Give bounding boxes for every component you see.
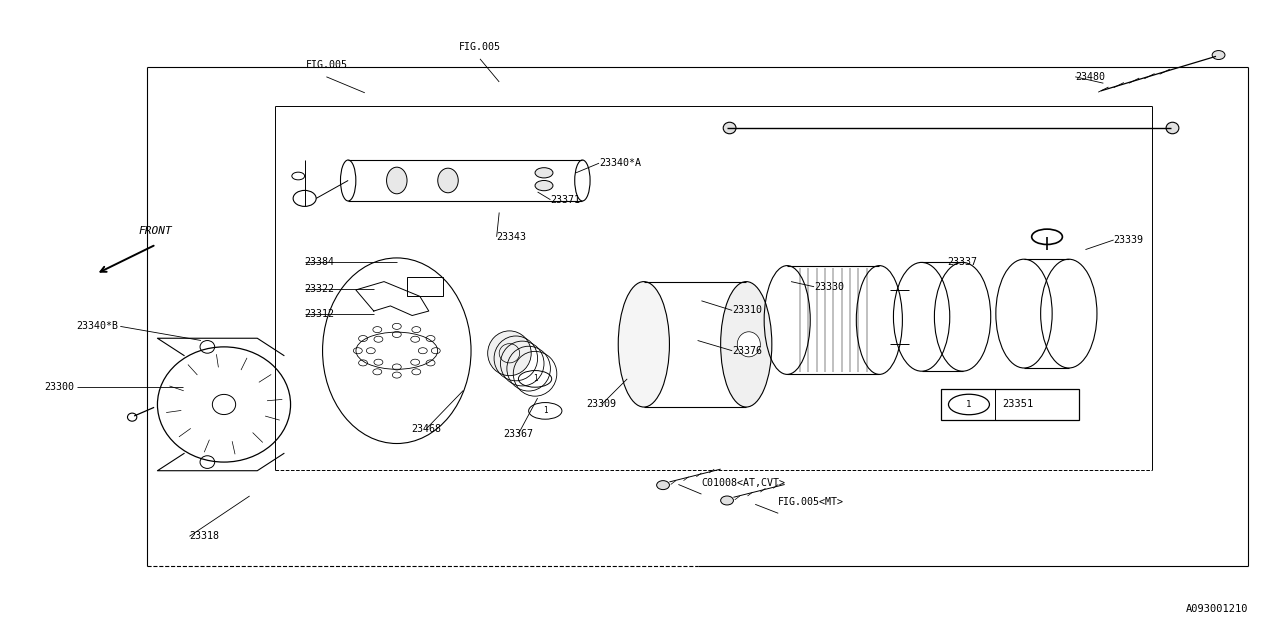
Ellipse shape <box>438 168 458 193</box>
Text: 23480: 23480 <box>1075 72 1105 82</box>
Text: 23384: 23384 <box>305 257 334 268</box>
Text: 1: 1 <box>543 406 548 415</box>
Ellipse shape <box>721 282 772 407</box>
Ellipse shape <box>1166 122 1179 134</box>
Text: 23339: 23339 <box>1114 235 1143 245</box>
Text: FIG.005<MT>: FIG.005<MT> <box>778 497 845 507</box>
Ellipse shape <box>723 122 736 134</box>
Text: C01008<AT,CVT>: C01008<AT,CVT> <box>701 477 786 488</box>
Text: 23351: 23351 <box>1002 399 1033 410</box>
Text: 23371: 23371 <box>550 195 580 205</box>
Text: 23340*A: 23340*A <box>599 158 641 168</box>
Text: 23309: 23309 <box>586 399 617 410</box>
Text: 23322: 23322 <box>305 284 334 294</box>
Ellipse shape <box>618 282 669 407</box>
Text: 23312: 23312 <box>305 308 334 319</box>
Ellipse shape <box>535 168 553 178</box>
Ellipse shape <box>1212 51 1225 60</box>
Text: 1: 1 <box>966 400 972 409</box>
Text: 23343: 23343 <box>497 232 526 242</box>
Text: 23300: 23300 <box>45 382 74 392</box>
Ellipse shape <box>387 167 407 194</box>
Text: FIG.005: FIG.005 <box>460 42 500 52</box>
Text: 23376: 23376 <box>732 346 762 356</box>
Ellipse shape <box>488 331 531 376</box>
Text: 23468: 23468 <box>411 424 442 434</box>
Ellipse shape <box>737 332 760 357</box>
Ellipse shape <box>535 180 553 191</box>
Text: 23310: 23310 <box>732 305 762 316</box>
Text: 23367: 23367 <box>503 429 534 439</box>
Text: A093001210: A093001210 <box>1185 604 1248 614</box>
Ellipse shape <box>721 496 733 505</box>
Text: 23318: 23318 <box>189 531 219 541</box>
Text: 23330: 23330 <box>814 282 844 292</box>
Text: 23337: 23337 <box>947 257 977 268</box>
Text: 23340*B: 23340*B <box>76 321 118 332</box>
Text: FRONT: FRONT <box>138 225 172 236</box>
Bar <box>407 277 443 296</box>
Text: 1: 1 <box>532 374 538 383</box>
Ellipse shape <box>657 481 669 490</box>
Text: FIG.005: FIG.005 <box>306 60 347 70</box>
